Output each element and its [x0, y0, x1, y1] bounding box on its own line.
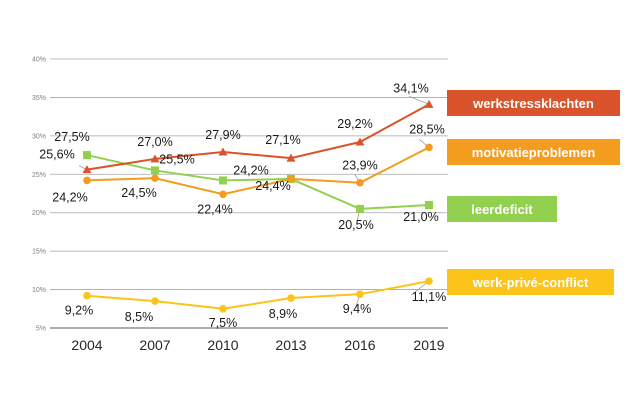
legend-box — [447, 139, 620, 165]
legend-item: werk-privé-conflict — [447, 269, 614, 295]
data-point — [151, 174, 159, 182]
data-label: 20,5% — [338, 218, 373, 232]
legend-label: motivatieproblemen — [472, 145, 596, 160]
legend-label: werk-privé-conflict — [472, 275, 589, 290]
data-labels: 25,6% 27,0% 27,9% 27,1% 29,2% 34,1% 24,2% 24,5%… — [39, 81, 446, 329]
data-label: 8,5% — [125, 310, 154, 324]
series-group — [82, 99, 434, 313]
y-tick-label: 5% — [36, 326, 46, 333]
data-label: 27,5% — [54, 130, 89, 144]
data-label: 22,4% — [197, 202, 232, 216]
data-label: 7,5% — [209, 316, 238, 330]
data-label: 24,2% — [233, 163, 268, 177]
y-tick-label: 25% — [32, 172, 46, 179]
series-line — [86, 103, 430, 171]
x-tick-label: 2016 — [344, 337, 375, 353]
data-label: 9,2% — [65, 304, 94, 318]
data-point — [356, 204, 364, 213]
data-point — [425, 143, 433, 152]
data-label: 29,2% — [337, 117, 372, 131]
data-point — [425, 277, 433, 285]
series-line — [86, 146, 430, 196]
x-tick-label: 2013 — [275, 337, 306, 353]
x-tick-label: 2004 — [71, 337, 102, 353]
data-label: 8,9% — [269, 307, 298, 321]
data-point — [219, 176, 227, 185]
data-point — [287, 175, 295, 183]
legend-item: leerdeficit — [447, 196, 557, 222]
data-point — [83, 176, 91, 185]
data-point — [150, 154, 160, 163]
data-label: 24,4% — [255, 179, 290, 193]
data-point — [286, 153, 296, 162]
data-label: 21,0% — [403, 210, 438, 224]
data-point — [356, 290, 364, 298]
data-point — [219, 190, 227, 199]
data-label: 27,1% — [265, 133, 300, 147]
data-point — [219, 304, 227, 313]
data-point — [218, 147, 228, 156]
data-label: 27,0% — [137, 135, 172, 149]
legend-box — [447, 196, 557, 222]
data-point — [355, 137, 365, 146]
data-label: 9,4% — [343, 302, 372, 316]
data-label: 25,5% — [159, 152, 194, 166]
label-leader-lines — [78, 96, 430, 307]
data-label: 25,6% — [39, 148, 74, 162]
data-label: 28,5% — [409, 122, 444, 136]
data-label: 11,1% — [412, 290, 447, 304]
y-tick-label: 20% — [32, 210, 46, 217]
x-axis: 2004 2007 2010 2013 2016 2019 — [50, 327, 448, 353]
data-label: 27,9% — [205, 128, 240, 142]
data-point — [287, 294, 295, 302]
legend-item: motivatieproblemen — [447, 139, 620, 165]
leader-line — [410, 280, 430, 296]
data-label: 34,1% — [393, 81, 428, 95]
legend-label: werkstressklachten — [472, 96, 594, 111]
y-tick-label: 30% — [32, 133, 46, 140]
y-tick-label: 10% — [32, 287, 46, 294]
leader-line — [408, 96, 430, 105]
data-point — [151, 297, 159, 305]
y-tick-label: 40% — [32, 57, 46, 64]
y-tick-label: 15% — [32, 249, 46, 256]
data-label: 23,9% — [342, 159, 377, 173]
data-label: 24,5% — [121, 186, 156, 200]
data-point — [82, 165, 92, 174]
grid-lines — [50, 58, 448, 290]
data-point — [356, 178, 364, 187]
data-label: 24,2% — [52, 190, 87, 204]
x-tick-label: 2010 — [207, 337, 238, 353]
y-tick-label: 35% — [32, 95, 46, 102]
legend-box — [447, 269, 614, 295]
x-tick-label: 2019 — [413, 337, 444, 353]
y-axis-ticks: 40% 35% 30% 25% 20% 15% 10% 5% — [32, 57, 46, 333]
legend-label: leerdeficit — [471, 202, 533, 217]
series-line — [86, 154, 430, 210]
data-point — [83, 151, 91, 160]
series-line — [86, 280, 430, 310]
data-point — [425, 201, 433, 210]
legend-item: werkstressklachten — [447, 90, 620, 116]
data-point — [83, 291, 91, 300]
data-point — [151, 166, 159, 175]
x-tick-label: 2007 — [139, 337, 170, 353]
legend: werkstressklachten motivatieproblemen leer… — [447, 90, 620, 295]
data-point — [424, 99, 434, 108]
legend-box — [447, 90, 620, 116]
